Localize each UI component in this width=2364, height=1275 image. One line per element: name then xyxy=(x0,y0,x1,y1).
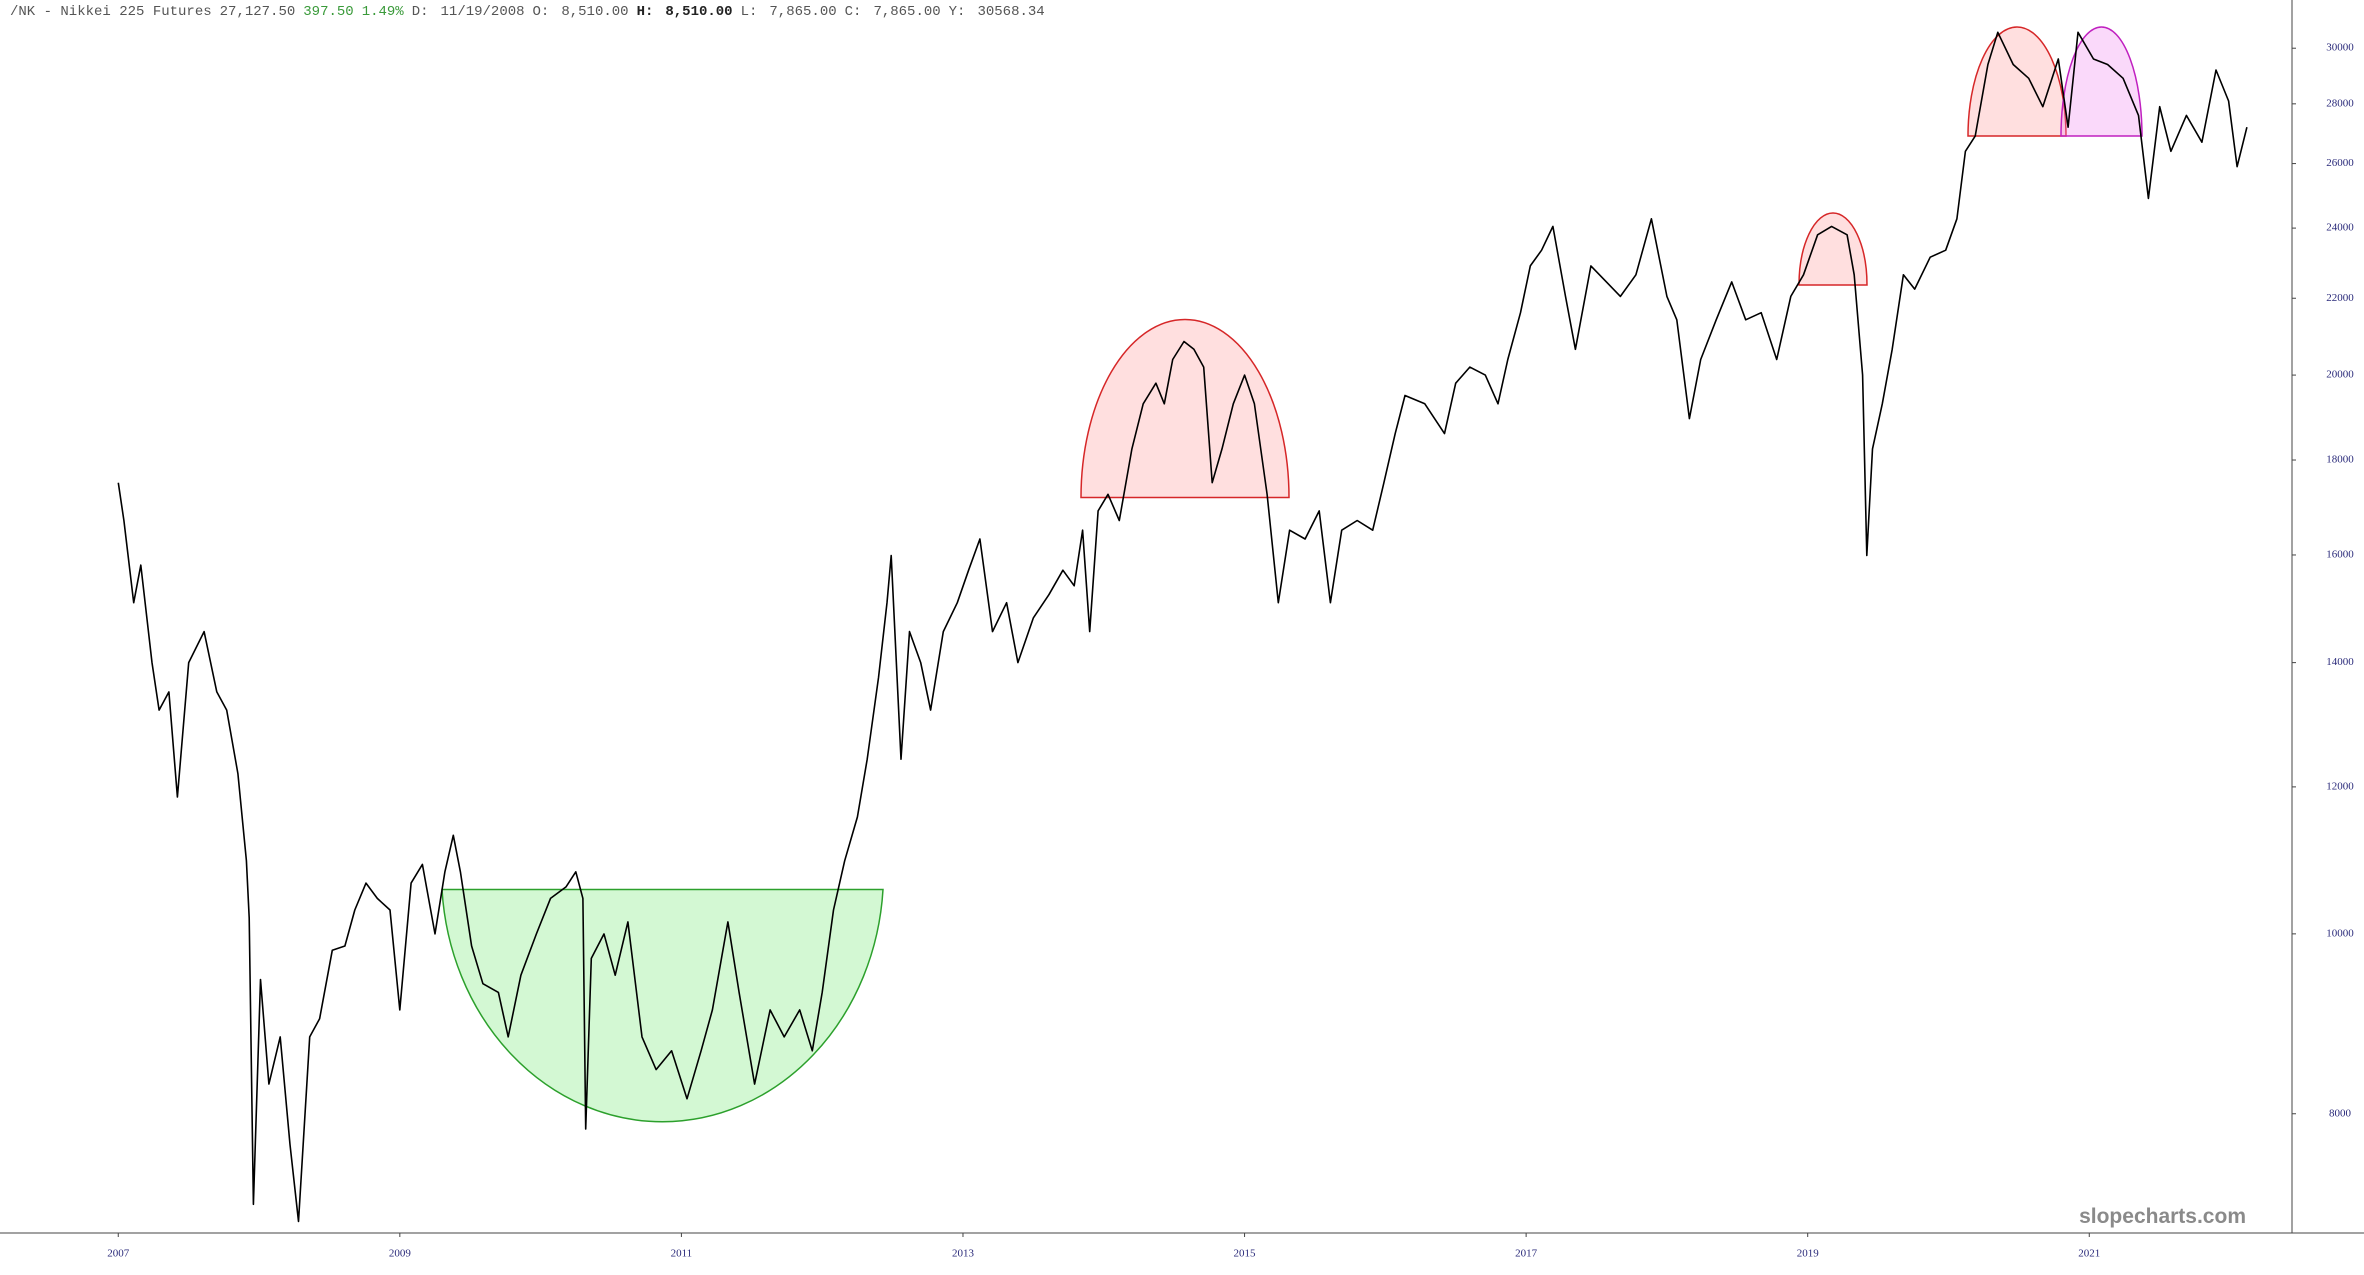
field-label: L: xyxy=(740,4,758,20)
dome-shape xyxy=(1798,212,1868,286)
field-label: O: xyxy=(532,4,550,20)
change: 397.50 xyxy=(303,4,354,20)
dome-shape xyxy=(2060,26,2143,137)
bowl-shape xyxy=(441,888,884,1123)
y-tick-label: 16000 xyxy=(2326,549,2354,561)
field-value: 8,510.00 xyxy=(665,4,733,20)
x-tick-label: 2011 xyxy=(671,1248,693,1260)
y-tick-label: 18000 xyxy=(2326,454,2354,466)
y-tick-label: 24000 xyxy=(2326,222,2354,234)
watermark: slopecharts.com xyxy=(2079,1205,2246,1228)
y-tick-label: 12000 xyxy=(2326,780,2354,792)
y-tick-label: 20000 xyxy=(2326,369,2354,381)
y-tick-label: 22000 xyxy=(2326,292,2354,304)
field-value: 30568.34 xyxy=(977,4,1045,20)
symbol: /NK - Nikkei 225 Futures xyxy=(10,4,212,20)
field-label: Y: xyxy=(948,4,966,20)
field-value: 8,510.00 xyxy=(561,4,629,20)
pattern-shapes xyxy=(441,26,2143,1123)
y-tick-label: 26000 xyxy=(2326,157,2354,169)
price-line xyxy=(117,31,2248,1223)
field-label: H: xyxy=(636,4,654,20)
x-tick-label: 2017 xyxy=(1515,1248,1538,1260)
change-pct: 1.49% xyxy=(361,4,404,20)
x-tick-label: 2013 xyxy=(952,1248,975,1260)
y-tick-label: 30000 xyxy=(2326,42,2354,54)
x-tick-label: 2015 xyxy=(1234,1248,1257,1260)
y-tick-label: 28000 xyxy=(2326,97,2354,109)
field-label: C: xyxy=(844,4,862,20)
y-tick-label: 10000 xyxy=(2326,927,2354,939)
y-tick-label: 14000 xyxy=(2326,656,2354,668)
field-value: 11/19/2008 xyxy=(440,4,525,20)
field-label: D: xyxy=(411,4,429,20)
last-price: 27,127.50 xyxy=(219,4,296,20)
x-tick-label: 2009 xyxy=(389,1248,412,1260)
x-tick-label: 2007 xyxy=(107,1248,130,1260)
quote-header: /NK - Nikkei 225 Futures 27,127.50 397.50 1… xyxy=(10,4,1053,20)
field-value: 7,865.00 xyxy=(873,4,941,20)
dome-shape xyxy=(1967,26,2067,137)
x-tick-label: 2021 xyxy=(2078,1248,2100,1260)
field-value: 7,865.00 xyxy=(769,4,837,20)
x-tick-label: 2019 xyxy=(1797,1248,1820,1260)
y-tick-label: 8000 xyxy=(2329,1107,2352,1119)
dome-shape xyxy=(1080,318,1290,499)
